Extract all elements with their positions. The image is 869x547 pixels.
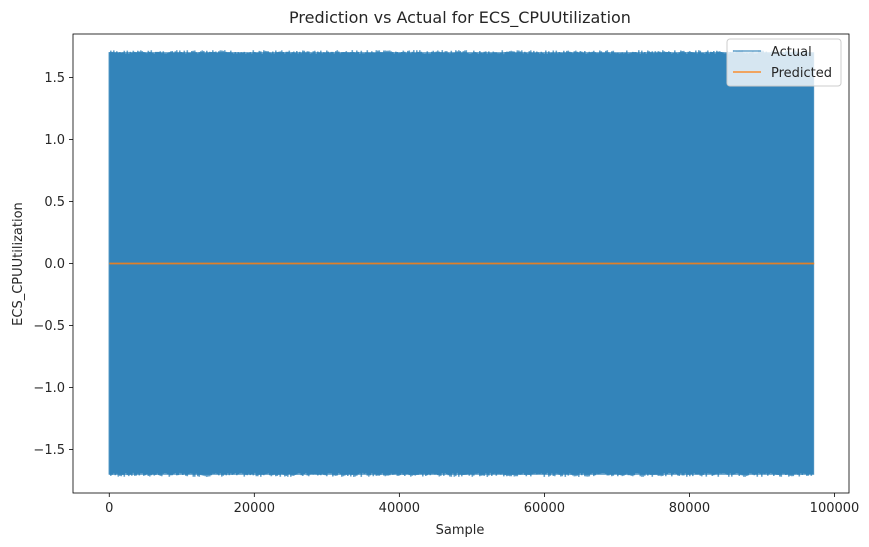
plot-area [108, 50, 815, 477]
x-tick-label: 40000 [379, 501, 420, 516]
chart-title: Prediction vs Actual for ECS_CPUUtilizat… [289, 8, 631, 28]
x-tick-label: 80000 [669, 501, 710, 516]
y-axis: −1.5 −1.0 −0.5 0.0 0.5 1.0 1.5 [33, 71, 73, 458]
y-tick-label: −1.0 [33, 381, 65, 396]
y-tick-label: 0.0 [44, 257, 65, 272]
y-tick-label: 1.5 [44, 71, 65, 86]
y-tick-label: 0.5 [44, 195, 65, 210]
legend-label-actual: Actual [771, 45, 812, 60]
x-axis: 0 20000 40000 60000 80000 100000 [105, 493, 859, 516]
x-tick-label: 0 [105, 501, 113, 516]
y-tick-label: −0.5 [33, 319, 65, 334]
y-axis-label: ECS_CPUUtilization [11, 202, 26, 326]
y-tick-label: −1.5 [33, 443, 65, 458]
x-tick-label: 100000 [810, 501, 860, 516]
legend: Actual Predicted [726, 38, 842, 87]
legend-label-predicted: Predicted [771, 66, 832, 81]
x-tick-label: 60000 [524, 501, 565, 516]
x-tick-label: 20000 [234, 501, 275, 516]
x-axis-label: Sample [436, 523, 485, 538]
y-tick-label: 1.0 [44, 133, 65, 148]
